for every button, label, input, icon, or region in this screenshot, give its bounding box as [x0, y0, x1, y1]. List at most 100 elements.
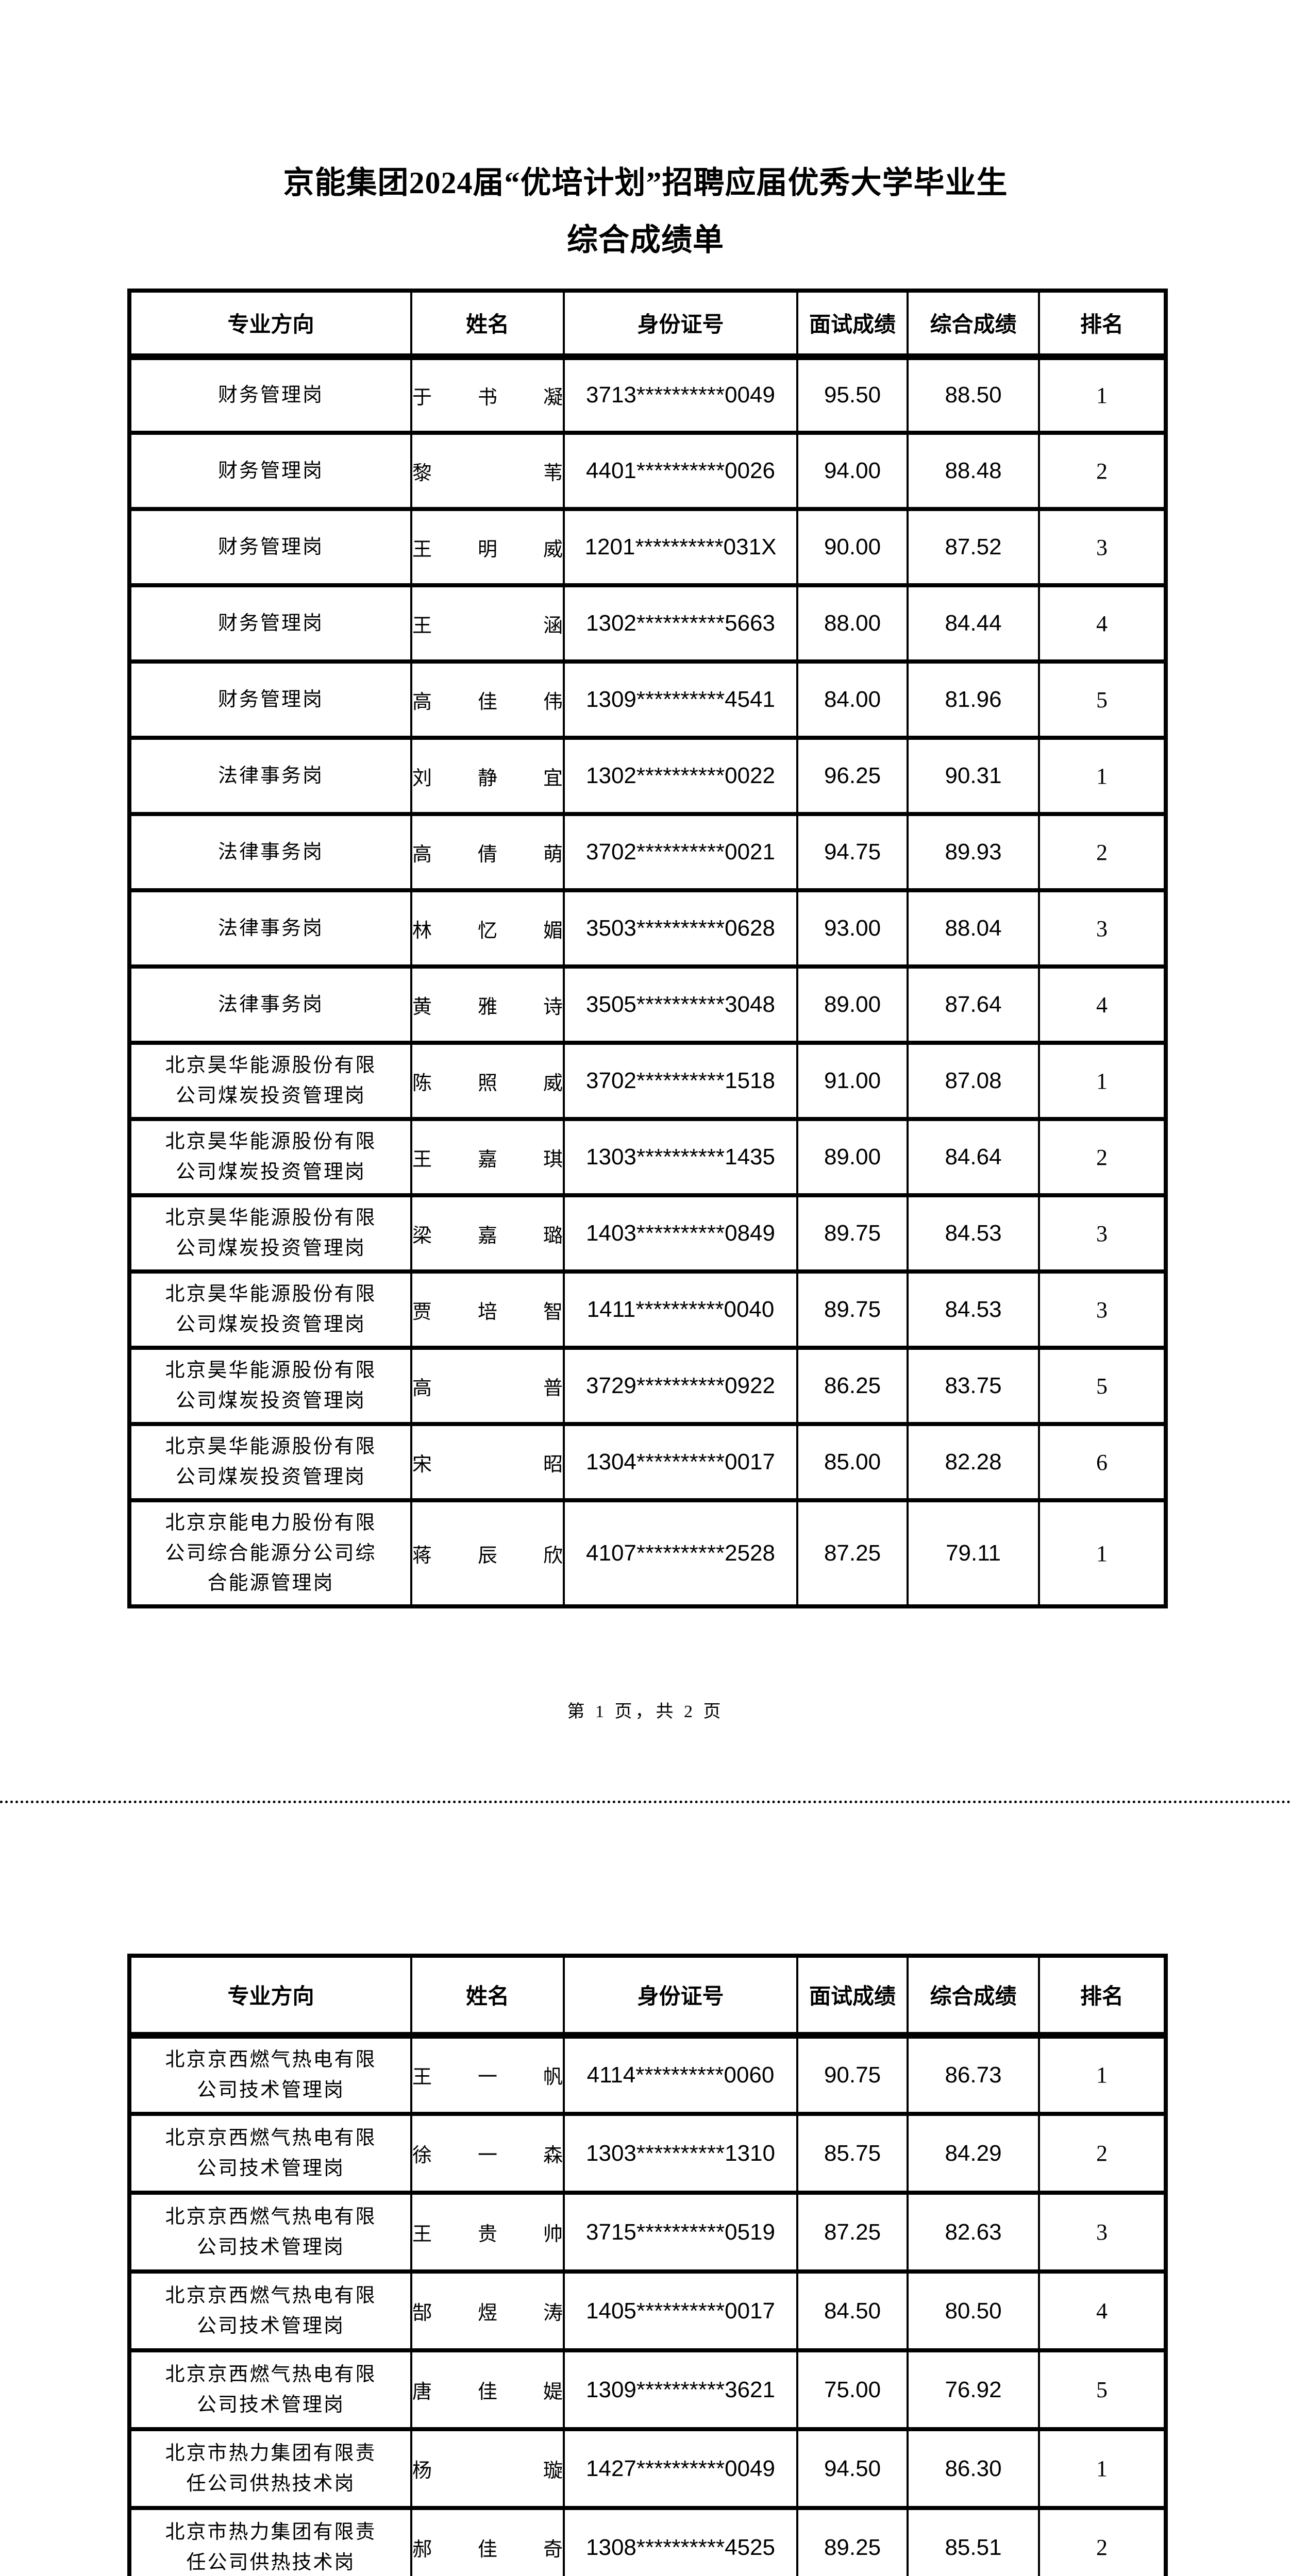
cell-overall-score: 80.50 — [907, 2269, 1040, 2352]
scores-table-page1: 专业方向 姓名 身份证号 面试成绩 综合成绩 排名 财务管理岗 于书凝 3713**… — [127, 289, 1168, 1608]
table-row: 法律事务岗 林忆媚 3503**********0628 93.00 88.04 3 — [128, 888, 1167, 969]
cell-overall-score: 82.28 — [907, 1422, 1040, 1502]
column-header-position: 专业方向 — [128, 1954, 412, 2039]
table-row: 北京京西燃气热电有限 公司技术管理岗 唐佳媞 1309**********3621 7… — [128, 2348, 1167, 2431]
cell-position: 北京昊华能源股份有限 公司煤炭投资管理岗 — [128, 1193, 412, 1274]
cell-rank: 1 — [1038, 354, 1167, 435]
cell-interview-score: 89.75 — [796, 1193, 909, 1274]
cell-interview-score: 95.50 — [796, 354, 909, 435]
table-row: 北京京西燃气热电有限 公司技术管理岗 王贵帅 3715**********0519 8… — [128, 2191, 1167, 2274]
column-header-id-number: 身份证号 — [563, 289, 798, 360]
table-header: 专业方向 姓名 身份证号 面试成绩 综合成绩 排名 — [128, 289, 1167, 360]
cell-position: 法律事务岗 — [128, 812, 412, 892]
page-title: 京能集团2024届“优培计划”招聘应届优秀大学毕业生 综合成绩单 — [283, 166, 1008, 257]
cell-interview-score: 94.50 — [796, 2427, 909, 2510]
table-row: 北京昊华能源股份有限 公司煤炭投资管理岗 宋昭 1304**********0017… — [128, 1422, 1167, 1502]
table-row: 北京市热力集团有限责 任公司供热技术岗 杨璇 1427**********0049 9… — [128, 2427, 1167, 2510]
cell-position: 北京京西燃气热电有限 公司技术管理岗 — [128, 2348, 412, 2431]
cell-name: 高佳伟 — [410, 659, 565, 740]
table-row: 北京昊华能源股份有限 公司煤炭投资管理岗 梁嘉璐 1403**********084… — [128, 1193, 1167, 1274]
table-row: 北京昊华能源股份有限 公司煤炭投资管理岗 贾培智 1411**********004… — [128, 1269, 1167, 1350]
cell-id-masked: 3713**********0049 — [563, 354, 798, 435]
cell-name: 陈照威 — [410, 1041, 565, 1121]
cell-rank: 1 — [1038, 2427, 1167, 2510]
cell-name: 唐佳媞 — [410, 2348, 565, 2431]
cell-overall-score: 90.31 — [907, 736, 1040, 816]
cell-position: 北京昊华能源股份有限 公司煤炭投资管理岗 — [128, 1041, 412, 1121]
column-header-rank: 排名 — [1038, 289, 1167, 360]
cell-overall-score: 84.44 — [907, 583, 1040, 664]
column-header-name: 姓名 — [410, 289, 565, 360]
column-header-position: 专业方向 — [128, 289, 412, 360]
cell-name: 于书凝 — [410, 354, 565, 435]
cell-id-masked: 1201**********031X — [563, 507, 798, 587]
cell-rank: 4 — [1038, 2269, 1167, 2352]
cell-rank: 4 — [1038, 583, 1167, 664]
cell-id-masked: 4401**********0026 — [563, 431, 798, 511]
cell-id-masked: 3503**********0628 — [563, 888, 798, 969]
table-row: 财务管理岗 于书凝 3713**********0049 95.50 88.50 1 — [128, 354, 1167, 435]
cell-name: 梁嘉璐 — [410, 1193, 565, 1274]
cell-interview-score: 90.75 — [796, 2033, 909, 2116]
cell-rank: 6 — [1038, 1422, 1167, 1502]
cell-position: 北京昊华能源股份有限 公司煤炭投资管理岗 — [128, 1117, 412, 1197]
table-row: 北京京西燃气热电有限 公司技术管理岗 郜煜涛 1405**********0017 8… — [128, 2269, 1167, 2352]
cell-rank: 2 — [1038, 2506, 1167, 2576]
cell-position: 北京市热力集团有限责 任公司供热技术岗 — [128, 2506, 412, 2576]
cell-id-masked: 1403**********0849 — [563, 1193, 798, 1274]
page-break-divider — [0, 1801, 1291, 1803]
cell-name: 徐一森 — [410, 2112, 565, 2195]
table-row: 法律事务岗 刘静宜 1302**********0022 96.25 90.31 1 — [128, 736, 1167, 816]
cell-overall-score: 84.29 — [907, 2112, 1040, 2195]
column-header-overall-score: 综合成绩 — [907, 289, 1040, 360]
cell-overall-score: 82.63 — [907, 2191, 1040, 2274]
table-row: 北京市热力集团有限责 任公司供热技术岗 郝佳奇 1308**********4525… — [128, 2506, 1167, 2576]
cell-interview-score: 96.25 — [796, 736, 909, 816]
cell-interview-score: 90.00 — [796, 507, 909, 587]
cell-id-masked: 4114**********0060 — [563, 2033, 798, 2116]
cell-name: 王嘉琪 — [410, 1117, 565, 1197]
cell-interview-score: 94.00 — [796, 431, 909, 511]
cell-rank: 1 — [1038, 2033, 1167, 2116]
cell-position: 法律事务岗 — [128, 964, 412, 1045]
cell-rank: 3 — [1038, 1269, 1167, 1350]
cell-position: 财务管理岗 — [128, 583, 412, 664]
cell-id-masked: 1405**********0017 — [563, 2269, 798, 2352]
table-row: 财务管理岗 高佳伟 1309**********4541 84.00 81.96 5 — [128, 659, 1167, 740]
cell-name: 林忆媚 — [410, 888, 565, 969]
cell-rank: 5 — [1038, 659, 1167, 740]
cell-interview-score: 89.75 — [796, 1269, 909, 1350]
cell-overall-score: 86.73 — [907, 2033, 1040, 2116]
cell-position: 北京京西燃气热电有限 公司技术管理岗 — [128, 2269, 412, 2352]
column-header-interview-score: 面试成绩 — [796, 1954, 909, 2039]
cell-name: 刘静宜 — [410, 736, 565, 816]
cell-name: 杨璇 — [410, 2427, 565, 2510]
cell-name: 王明威 — [410, 507, 565, 587]
cell-name: 王一帆 — [410, 2033, 565, 2116]
table-row: 北京昊华能源股份有限 公司煤炭投资管理岗 高普 3729**********0922… — [128, 1346, 1167, 1426]
cell-id-masked: 3505**********3048 — [563, 964, 798, 1045]
cell-overall-score: 84.53 — [907, 1269, 1040, 1350]
cell-position: 北京京西燃气热电有限 公司技术管理岗 — [128, 2191, 412, 2274]
cell-overall-score: 87.52 — [907, 507, 1040, 587]
cell-overall-score: 86.30 — [907, 2427, 1040, 2510]
cell-rank: 2 — [1038, 1117, 1167, 1197]
cell-rank: 3 — [1038, 1193, 1167, 1274]
cell-rank: 2 — [1038, 431, 1167, 511]
cell-interview-score: 87.25 — [796, 2191, 909, 2274]
cell-id-masked: 1427**********0049 — [563, 2427, 798, 2510]
table-row: 财务管理岗 王涵 1302**********5663 88.00 84.44 4 — [128, 583, 1167, 664]
cell-overall-score: 79.11 — [907, 1498, 1040, 1608]
table-header-row: 专业方向 姓名 身份证号 面试成绩 综合成绩 排名 — [128, 1954, 1167, 2039]
cell-overall-score: 89.93 — [907, 812, 1040, 892]
cell-id-masked: 1302**********0022 — [563, 736, 798, 816]
cell-interview-score: 87.25 — [796, 1498, 909, 1608]
cell-position: 北京昊华能源股份有限 公司煤炭投资管理岗 — [128, 1269, 412, 1350]
cell-name: 郜煜涛 — [410, 2269, 565, 2352]
table-header: 专业方向 姓名 身份证号 面试成绩 综合成绩 排名 — [128, 1954, 1167, 2039]
cell-name: 宋昭 — [410, 1422, 565, 1502]
cell-position: 财务管理岗 — [128, 354, 412, 435]
cell-interview-score: 89.00 — [796, 964, 909, 1045]
cell-position: 北京京西燃气热电有限 公司技术管理岗 — [128, 2112, 412, 2195]
